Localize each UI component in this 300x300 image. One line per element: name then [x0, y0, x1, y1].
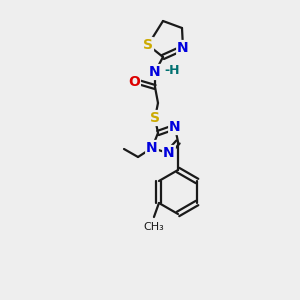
Text: O: O	[128, 75, 140, 89]
Text: S: S	[143, 38, 153, 52]
Text: N: N	[177, 41, 189, 55]
Text: N: N	[146, 141, 158, 155]
Text: S: S	[150, 111, 160, 125]
Text: N: N	[163, 146, 175, 160]
Text: N: N	[169, 120, 181, 134]
Text: N: N	[149, 65, 161, 79]
Text: -H: -H	[164, 64, 179, 77]
Text: CH₃: CH₃	[144, 222, 164, 232]
